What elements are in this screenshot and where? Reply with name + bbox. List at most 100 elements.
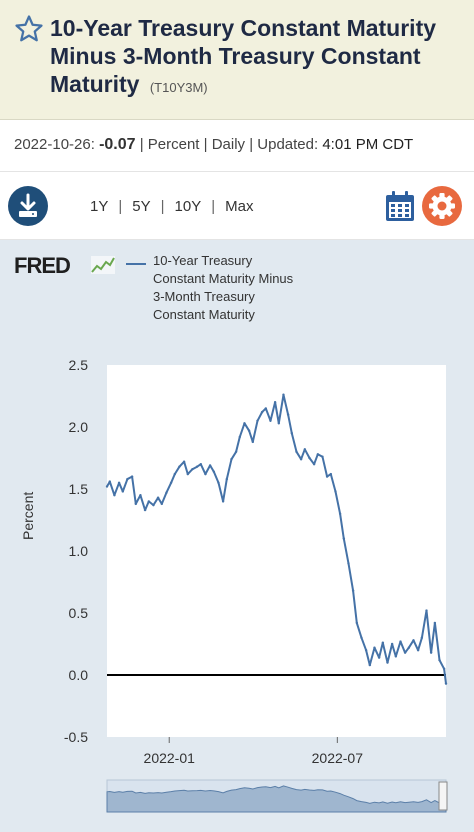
data-point bbox=[412, 639, 415, 642]
data-point bbox=[178, 465, 181, 468]
data-point bbox=[217, 481, 220, 484]
data-point bbox=[390, 642, 394, 646]
legend-swatch bbox=[126, 263, 146, 265]
series-line bbox=[106, 393, 447, 684]
navigator-series bbox=[106, 785, 447, 813]
y-tick-label: 0.5 bbox=[69, 605, 89, 621]
settings-button[interactable] bbox=[422, 186, 462, 226]
data-point bbox=[139, 494, 142, 497]
data-point bbox=[230, 458, 233, 461]
data-point bbox=[108, 480, 111, 483]
data-point bbox=[355, 621, 359, 625]
data-point bbox=[308, 456, 311, 460]
data-point bbox=[325, 475, 329, 478]
observation-date: 2022-10-26: bbox=[14, 136, 95, 153]
range-separator: | bbox=[160, 198, 165, 215]
data-point bbox=[342, 537, 346, 540]
data-point bbox=[394, 655, 398, 658]
data-point bbox=[204, 472, 207, 476]
range-selector: 1Y | 5Y | 10Y | Max bbox=[90, 198, 253, 215]
data-point bbox=[143, 508, 147, 512]
y-tick-label: 0.0 bbox=[69, 667, 89, 683]
data-point bbox=[165, 491, 168, 494]
data-point bbox=[156, 496, 160, 499]
data-point bbox=[316, 453, 320, 456]
series-header: 10-Year Treasury Constant Maturity Minus… bbox=[0, 0, 474, 120]
y-tick-label: -0.5 bbox=[64, 729, 88, 745]
calendar-icon[interactable] bbox=[385, 190, 415, 222]
data-point bbox=[126, 477, 129, 481]
y-tick-label: 1.5 bbox=[69, 481, 89, 497]
data-point bbox=[277, 422, 281, 425]
data-point bbox=[260, 410, 264, 414]
data-point bbox=[438, 658, 441, 662]
units-frequency: | Percent | Daily | Updated: bbox=[139, 136, 319, 153]
data-point bbox=[334, 490, 337, 493]
x-tick-label: 2022-01 bbox=[144, 750, 196, 766]
data-point bbox=[195, 465, 199, 468]
updated-time: 4:01 PM CDT bbox=[322, 136, 414, 153]
data-point bbox=[290, 432, 294, 435]
data-point bbox=[420, 636, 424, 639]
page-title: 10-Year Treasury Constant Maturity Minus… bbox=[50, 14, 462, 102]
data-point bbox=[329, 472, 333, 476]
data-point bbox=[182, 460, 186, 463]
data-point bbox=[147, 500, 150, 503]
navigator-handle[interactable] bbox=[438, 781, 448, 811]
data-point bbox=[433, 621, 437, 625]
data-point bbox=[208, 464, 212, 467]
data-point bbox=[303, 448, 307, 451]
plot-background bbox=[107, 365, 446, 737]
data-point bbox=[312, 463, 316, 466]
data-point bbox=[364, 649, 368, 652]
data-point bbox=[212, 470, 216, 473]
data-point bbox=[368, 663, 372, 667]
range-max[interactable]: Max bbox=[225, 198, 254, 215]
data-point bbox=[105, 485, 109, 488]
legend-label: 10-Year Treasury Constant Maturity Minus… bbox=[153, 253, 294, 322]
data-point bbox=[407, 646, 411, 649]
data-point bbox=[256, 419, 259, 422]
y-tick-label: 2.5 bbox=[69, 357, 89, 373]
data-point bbox=[444, 682, 448, 685]
download-button[interactable] bbox=[8, 186, 48, 226]
data-point bbox=[321, 455, 324, 458]
data-point bbox=[273, 401, 277, 404]
data-point bbox=[399, 640, 402, 643]
series-meta: 2022-10-26: -0.07 | Percent | Daily | Up… bbox=[0, 120, 474, 172]
star-icon[interactable] bbox=[14, 14, 44, 44]
data-point bbox=[160, 502, 163, 506]
fred-chart-icon bbox=[91, 256, 115, 274]
range-10y[interactable]: 10Y bbox=[174, 198, 202, 215]
data-point bbox=[243, 422, 246, 425]
data-point bbox=[191, 467, 194, 471]
data-point bbox=[381, 641, 385, 644]
data-point bbox=[442, 667, 446, 670]
fred-logo: FRED bbox=[14, 253, 71, 278]
range-5y[interactable]: 5Y bbox=[132, 198, 151, 215]
data-point bbox=[351, 589, 355, 592]
data-point bbox=[425, 609, 428, 612]
observation-value: -0.07 bbox=[99, 136, 136, 153]
data-point bbox=[221, 500, 225, 503]
data-point bbox=[251, 440, 255, 444]
range-1y[interactable]: 1Y bbox=[90, 198, 109, 215]
data-point bbox=[360, 636, 363, 639]
data-point bbox=[113, 494, 116, 497]
download-icon bbox=[19, 193, 37, 217]
data-point bbox=[117, 481, 121, 484]
data-point bbox=[373, 646, 376, 649]
data-point bbox=[121, 490, 124, 493]
data-point bbox=[134, 502, 137, 506]
y-tick-label: 1.0 bbox=[69, 543, 89, 559]
data-point bbox=[386, 661, 389, 664]
data-point bbox=[247, 429, 251, 432]
chart-toolbar: 1Y | 5Y | 10Y | Max bbox=[0, 172, 474, 240]
data-point bbox=[269, 419, 272, 422]
line-chart: 2.5 2.0 1.5 1.0 0.5 0.0 -0.5 2022-01 2022-07 bbox=[64, 357, 448, 813]
data-point bbox=[173, 472, 176, 476]
title-text: 10-Year Treasury Constant Maturity Minus… bbox=[50, 15, 437, 97]
data-point bbox=[299, 458, 303, 461]
y-tick-label: 2.0 bbox=[69, 419, 89, 435]
data-point bbox=[130, 475, 134, 478]
